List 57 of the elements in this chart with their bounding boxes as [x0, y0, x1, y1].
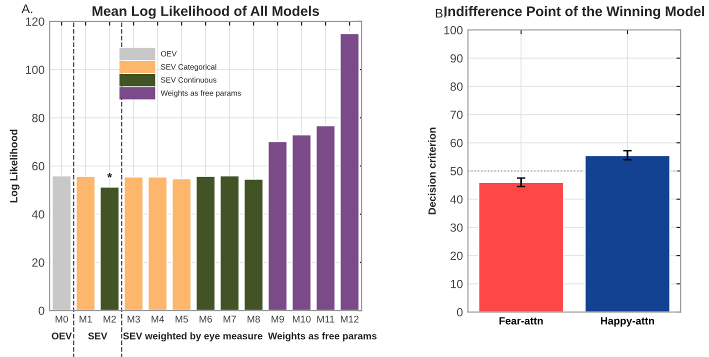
x-tick-label: M11: [317, 316, 334, 322]
bar: [219, 174, 240, 311]
y-axis-title: Log Likelihood: [10, 130, 20, 202]
y-tick-label: 60: [450, 138, 463, 148]
x-tick-label: M3: [128, 316, 140, 323]
x-tick-label: M10: [292, 316, 311, 323]
bar: [339, 32, 360, 311]
x-tick-label: Happy-attn: [600, 317, 654, 327]
bar: [123, 176, 144, 311]
y-tick-label: 60: [32, 162, 44, 170]
text: B.: [436, 8, 446, 18]
text: OEV: [52, 332, 72, 340]
bar: [99, 186, 120, 311]
y-axis-title: Decision criterion: [428, 128, 436, 214]
bar: [75, 175, 96, 311]
y-tick-label: 90: [450, 54, 463, 63]
bar: [315, 124, 336, 311]
bar: [51, 174, 72, 311]
x-tick-label: M7: [224, 316, 236, 322]
chart-title: Indifference Point of the Winning Model: [444, 6, 704, 20]
x-tick-label: M12: [340, 316, 359, 322]
bar: [243, 178, 264, 311]
y-tick-label: 20: [450, 252, 463, 260]
y-tick-label: 100: [444, 26, 463, 34]
y-tick-label: 40: [32, 210, 44, 219]
text: SEV weighted by eye measure: [123, 332, 262, 342]
text: SEV: [88, 332, 108, 340]
x-tick-label: M4: [152, 316, 164, 322]
text: A.: [22, 4, 32, 14]
x-tick-label: M9: [272, 316, 284, 323]
x-tick-label: M8: [248, 316, 260, 323]
x-tick-label: M6: [200, 316, 212, 323]
y-tick-label: 0: [38, 306, 44, 315]
bar: [171, 178, 192, 311]
y-tick-label: 30: [450, 223, 463, 232]
bar: [147, 176, 168, 311]
bar: [291, 134, 312, 311]
y-tick-label: 10: [450, 280, 463, 288]
y-tick-label: 20: [32, 258, 44, 267]
y-tick-label: 0: [456, 308, 463, 316]
y-tick-label: 80: [450, 82, 463, 91]
annotation: *: [107, 173, 112, 178]
x-tick-label: Fear-attn: [500, 317, 543, 325]
chart-title: Mean Log Likelihood of All Models: [92, 6, 319, 19]
x-tick-label: M0: [56, 316, 68, 323]
y-tick-label: 100: [26, 66, 44, 74]
x-tick-label: M1: [80, 316, 92, 322]
y-tick-label: 120: [26, 17, 44, 26]
y-tick-label: 70: [450, 110, 463, 119]
x-tick-label: M2: [104, 316, 116, 322]
bar: [267, 140, 288, 311]
bar: [195, 175, 216, 311]
x-tick-label: M5: [176, 316, 188, 323]
text: Weights as free params: [268, 332, 377, 342]
y-tick-label: 80: [32, 114, 44, 122]
y-tick-label: 50: [450, 167, 463, 176]
y-tick-label: 40: [450, 195, 463, 204]
